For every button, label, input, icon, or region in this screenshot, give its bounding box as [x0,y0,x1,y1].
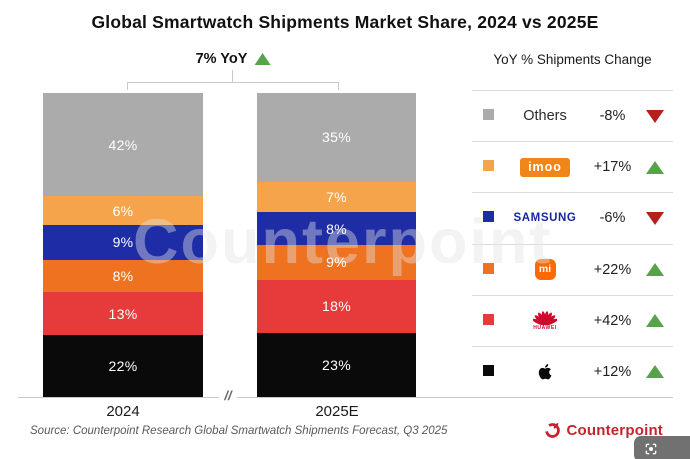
huawei-logo-icon [533,311,557,326]
bracket-right-tick [338,82,339,90]
legend-brand-apple [502,361,588,382]
legend-trend-cell [637,365,673,379]
up-triangle-icon [254,53,271,65]
bracket-horizontal-line [127,82,339,83]
huawei-logo-text: HUAWEI [533,325,557,332]
legend-table: Others -8% imoo +17% SAMSUNG -6% mi +22% HUAWEI +… [472,90,673,397]
bar-segment-samsung: 9% [43,224,203,260]
counterpoint-logo-text: Counterpoint [566,422,663,439]
legend-swatch-cell [472,209,502,227]
legend-color-swatch-imoo [483,160,494,172]
legend-yoy-value-samsung: -6% [599,210,626,227]
legend-color-swatch-xiaomi [483,262,494,274]
legend-color-swatch-others [483,109,494,121]
x-axis-line [18,397,673,398]
legend-row-huawei: HUAWEI +42% [472,296,673,347]
bar-segment-xiaomi: 8% [43,259,203,293]
legend-brand-others: Others [502,109,588,124]
bar-segment-value: 6% [112,202,134,219]
imoo-logo-icon: imoo [520,158,570,177]
up-triangle-icon [646,365,664,379]
legend-brand-samsung: SAMSUNG [502,211,588,225]
up-triangle-icon [646,160,664,174]
down-triangle-icon [646,211,664,225]
counterpoint-logo: Counterpoint [544,422,663,439]
legend-brand-huawei: HUAWEI [502,310,588,331]
source-note: Source: Counterpoint Research Global Sma… [30,425,448,437]
legend-row-imoo: imoo +17% [472,142,673,194]
legend-yoy-value-others: -8% [599,108,626,125]
x-axis-label-2024: 2024 [106,403,140,420]
legend-swatch-cell [472,158,502,176]
bar-segment-value: 8% [112,267,134,284]
legend-yoy-value-apple: +12% [593,363,632,380]
legend-yoy-value-xiaomi: +22% [593,261,632,278]
legend-yoy-value-imoo: +17% [593,159,632,176]
bar-segment-value: 23% [322,357,351,374]
up-triangle-icon [646,314,664,328]
legend-color-swatch-apple [483,364,494,376]
legend-color-swatch-huawei [483,313,494,325]
legend-trend-cell [637,211,673,225]
legend-color-swatch-samsung [483,211,494,223]
bar-segment-imoo: 7% [257,181,416,213]
legend-swatch-cell [472,107,502,125]
bar-segment-value: 22% [108,358,138,375]
legend-trend-cell [637,314,673,328]
stacked-bar-2024: 42% 6% 9% 8% 13% 22% [43,93,203,398]
legend-row-xiaomi: mi +22% [472,245,673,296]
bracket-left-tick [127,82,128,90]
counterpoint-logo-icon [545,423,561,438]
legend-swatch-cell [472,312,502,330]
legend-swatch-cell [472,363,502,381]
legend-row-samsung: SAMSUNG -6% [472,193,673,245]
bar-segment-xiaomi: 9% [257,245,416,280]
bar-segment-value: 9% [112,234,134,251]
legend-trend-cell [637,160,673,174]
bar-segment-huawei: 18% [257,279,416,334]
bar-segment-others: 35% [257,93,416,182]
bar-segment-value: 42% [108,136,138,153]
legend-header: YoY % Shipments Change [493,52,652,67]
legend-trend-cell [637,263,673,277]
samsung-logo-wordmark: SAMSUNG [513,211,577,224]
bar-segment-apple: 23% [257,333,416,397]
legend-brand-xiaomi: mi [502,259,588,281]
bar-segment-value: 9% [326,254,347,271]
legend-brand-imoo: imoo [502,158,588,177]
apple-logo-icon [538,364,552,380]
bar-segment-value: 13% [108,305,138,322]
image-search-overlay-button[interactable] [634,436,690,459]
image-search-lens-icon [645,443,657,455]
legend-swatch-cell [472,261,502,279]
bar-segment-huawei: 13% [43,292,203,336]
up-triangle-icon [646,263,664,277]
total-yoy-label: 7% YoY [195,51,248,67]
x-axis-label-2025e: 2025E [315,403,359,420]
bar-segment-others: 42% [43,93,203,197]
total-yoy-annotation: 7% YoY [196,51,271,67]
bar-segment-apple: 22% [43,335,203,398]
legend-row-apple: +12% [472,347,673,397]
stacked-bar-2025e: 35% 7% 8% 9% 18% 23% [257,93,416,397]
bar-segment-samsung: 8% [257,212,416,245]
brand-label-others: Others [523,107,567,124]
bar-segment-value: 35% [322,129,351,146]
legend-trend-cell [637,109,673,123]
legend-yoy-value-huawei: +42% [593,312,632,329]
xiaomi-mi-logo-icon: mi [534,259,556,281]
down-triangle-icon [646,109,664,123]
axis-break-mark: // [219,388,237,403]
bar-segment-value: 8% [326,220,347,237]
bar-segment-value: 18% [322,298,351,315]
legend-row-others: Others -8% [472,91,673,143]
bar-segment-value: 7% [326,189,347,206]
bracket-center-tick [232,70,233,82]
chart-title: Global Smartwatch Shipments Market Share… [91,12,599,32]
bar-segment-imoo: 6% [43,196,203,225]
